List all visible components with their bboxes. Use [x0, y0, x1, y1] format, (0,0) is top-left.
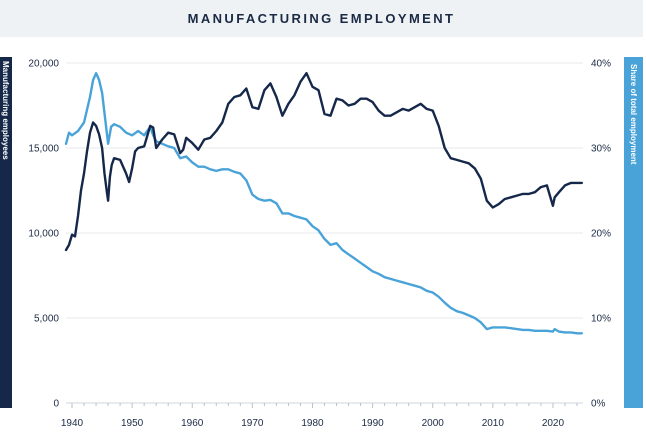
y-right-tick-label: 0%	[591, 399, 606, 410]
x-tick-label: 2010	[482, 418, 505, 429]
y-right-tick-label: 30%	[591, 144, 611, 155]
y-left-tick-label: 0	[53, 399, 59, 410]
chart-title-bar: MANUFACTURING EMPLOYMENT	[0, 0, 643, 37]
x-tick-label: 1950	[121, 418, 144, 429]
employees-series-line	[64, 72, 583, 252]
chart-title: MANUFACTURING EMPLOYMENT	[187, 11, 456, 26]
x-tick-label: 1970	[241, 418, 264, 429]
y-left-tick-label: 15,000	[28, 144, 59, 155]
left-axis-label-band: Manufacturing employees	[0, 57, 12, 408]
x-tick-label: 2020	[542, 418, 565, 429]
y-right-tick-label: 10%	[591, 314, 611, 325]
x-tick-label: 1990	[361, 418, 384, 429]
y-left-tick-label: 5,000	[34, 314, 59, 325]
x-tick-label: 1940	[61, 418, 84, 429]
right-axis-label-band: Share of total employment	[624, 57, 643, 408]
y-right-tick-label: 20%	[591, 229, 611, 240]
x-tick-label: 1960	[181, 418, 204, 429]
y-left-tick-label: 20,000	[28, 59, 59, 70]
y-left-tick-label: 10,000	[28, 229, 59, 240]
x-tick-label: 1980	[301, 418, 324, 429]
share-series-line	[64, 72, 583, 335]
x-tick-label: 2000	[422, 418, 445, 429]
y-right-tick-label: 40%	[591, 59, 611, 70]
